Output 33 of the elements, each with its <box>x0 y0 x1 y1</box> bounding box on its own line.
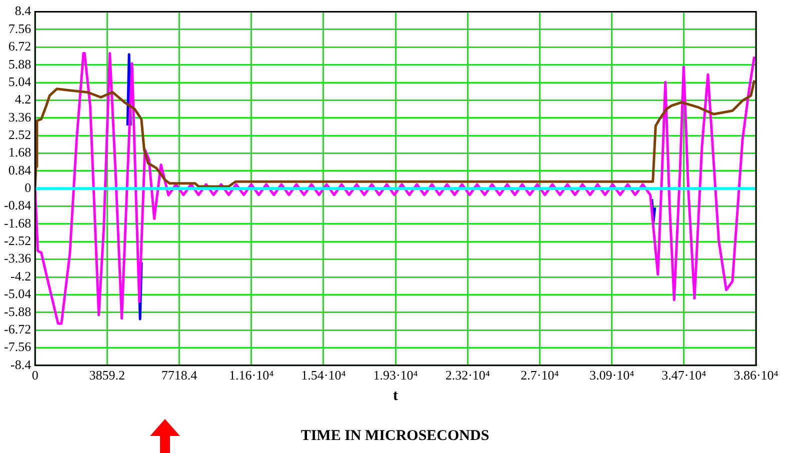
y-tick-label: 3.36 <box>8 109 32 124</box>
y-tick-label: -3.36 <box>4 250 32 266</box>
y-tick-label: -2.52 <box>4 233 32 248</box>
y-tick-label: -0.84 <box>4 198 32 213</box>
y-tick-label: 7.56 <box>8 20 32 36</box>
y-tick-label: -8.4 <box>10 356 32 372</box>
y-tick-label: -6.72 <box>4 321 32 336</box>
y-tick-label: 1.68 <box>8 144 32 160</box>
x-tick-label: 1.93·10⁴ <box>373 368 418 383</box>
y-tick-label: -7.56 <box>4 339 32 354</box>
x-tick-label: 1.54·10⁴ <box>301 368 346 383</box>
y-tick-label: -1.68 <box>4 215 32 230</box>
y-tick-label: 4.2 <box>14 92 32 107</box>
x-axis-title: t <box>393 388 398 404</box>
y-tick-label: 2.52 <box>8 126 32 142</box>
x-tick-label: 3859.2 <box>89 368 126 383</box>
y-tick-label: 0 <box>24 180 32 196</box>
x-tick-label: 7718.4 <box>161 368 198 383</box>
y-tick-label: -5.88 <box>4 304 32 319</box>
x-tick-label: 2.7·10⁴ <box>520 368 560 383</box>
y-tick-label: 6.72 <box>8 38 32 54</box>
x-tick-label: 3.09·10⁴ <box>590 368 635 383</box>
x-tick-label: 2.32·10⁴ <box>445 368 490 383</box>
y-tick-label: 8.4 <box>14 3 32 18</box>
x-tick-label: 3.47·10⁴ <box>662 368 707 383</box>
y-tick-label: -4.2 <box>10 268 32 284</box>
x-tick-label: 3.86·10⁴ <box>734 368 779 383</box>
y-tick-label: 5.88 <box>8 56 32 72</box>
y-tick-label: 0.84 <box>8 162 32 178</box>
y-tick-label: -5.04 <box>4 286 32 302</box>
x-tick-label: 1.16·10⁴ <box>229 368 274 383</box>
y-tick-label: 5.04 <box>8 74 32 89</box>
text: TIME IN MICROSECONDS <box>300 428 490 445</box>
